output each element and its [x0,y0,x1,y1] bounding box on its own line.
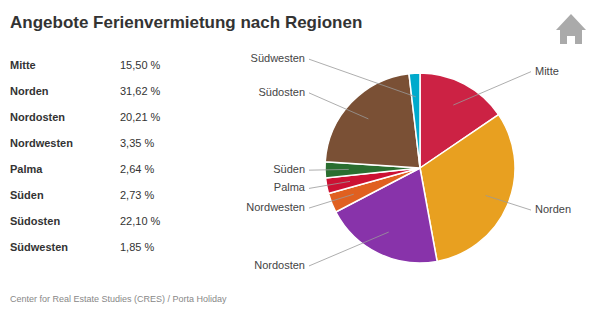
legend-label: Palma [10,163,43,175]
legend-value: 22,10 % [120,215,161,227]
slice-label: Mitte [535,65,559,77]
leader-line [309,232,389,266]
leader-line [486,196,531,211]
legend-label: Norden [10,85,49,97]
legend-value: 15,50 % [120,59,161,71]
pie-slice [420,115,515,262]
slice-label: Palma [274,181,306,193]
legend-label: Nordosten [10,111,65,123]
slice-label: Nordwesten [246,201,305,213]
slice-label: Norden [535,203,571,215]
home-roof [556,14,586,30]
legend-label: Südwesten [10,241,68,253]
legend-label: Süden [10,189,44,201]
pie [325,73,515,263]
leader-line [309,181,350,188]
home-body [560,30,582,44]
legend-value: 20,21 % [120,111,161,123]
legend-value: 2,64 % [120,163,154,175]
leader-line [309,194,354,208]
slice-label: Nordosten [254,259,305,271]
leader-line [453,72,531,105]
slice-label: Süden [273,163,305,175]
home-door [567,36,575,44]
legend-value: 3,35 % [120,137,154,149]
home-icon [556,14,586,44]
slice-labels: Mitte Norden Nordosten Nordwesten Palma Süden… [246,52,571,271]
slice-label: Südwesten [251,52,305,64]
leader-line [309,93,368,119]
legend-label: Nordwesten [10,137,73,149]
legend-label: Mitte [10,59,36,71]
leader-line [309,59,416,97]
pie-slice [409,73,420,168]
legend-value: 31,62 % [120,85,161,97]
chart: Angebote Ferienvermietung nach Regionen M… [0,0,600,312]
legend-label: Südosten [10,215,60,227]
subtitle: Center for Real Estate Studies (CRES) / … [10,294,227,304]
legend-value: 2,73 % [120,189,154,201]
leader-line [309,169,349,171]
legend: Mitte 15,50 % Norden 31,62 % Nordosten 20,21 … [10,59,161,253]
title: Angebote Ferienvermietung nach Regionen [10,13,362,32]
slice-label: Südosten [259,86,305,98]
pie-slice [325,74,420,168]
legend-value: 1,85 % [120,241,154,253]
